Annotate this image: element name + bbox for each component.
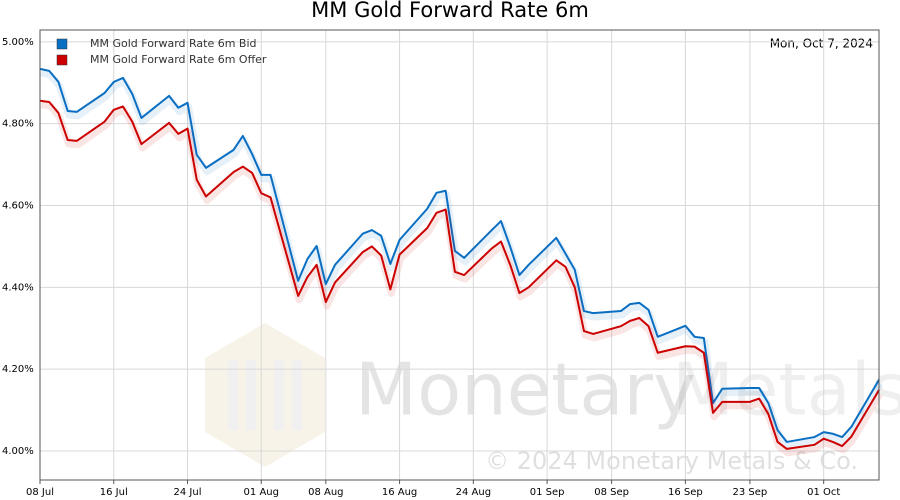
watermark-text: Monetary: [355, 348, 696, 432]
annotation: Mon, Oct 7, 2024: [770, 37, 873, 51]
y-tick-label: 4.40%: [2, 282, 34, 293]
x-tick-label: 01 Oct: [807, 487, 840, 498]
plot-frame: [39, 29, 880, 481]
x-tick-label: 16 Aug: [382, 487, 417, 498]
y-tick-label: 4.00%: [2, 446, 34, 457]
legend-label: MM Gold Forward Rate 6m Offer: [90, 53, 267, 66]
watermark-logo: [205, 323, 325, 467]
legend-swatch: [56, 38, 68, 50]
x-tick-label: 16 Sep: [668, 487, 703, 498]
x-tick-label: 01 Sep: [530, 487, 565, 498]
x-tick-label: 23 Sep: [733, 487, 768, 498]
legend-label: MM Gold Forward Rate 6m Bid: [90, 37, 257, 50]
x-tick-label: 16 Jul: [100, 487, 128, 498]
y-tick-label: 4.20%: [2, 364, 34, 375]
x-tick-label: 24 Jul: [174, 487, 202, 498]
x-tick-label: 08 Aug: [308, 487, 343, 498]
series-line: [39, 99, 880, 450]
y-tick-label: 4.80%: [2, 119, 34, 130]
x-tick-label: 08 Jul: [26, 487, 54, 498]
legend-swatch: [56, 54, 68, 66]
y-tick-label: 5.00%: [2, 37, 34, 48]
x-tick-label: 24 Aug: [456, 487, 491, 498]
x-tick-label: 01 Aug: [244, 487, 279, 498]
series-line: [39, 67, 880, 443]
x-tick-label: 08 Sep: [594, 487, 629, 498]
chart-title: MM Gold Forward Rate 6m: [311, 0, 589, 22]
y-tick-label: 4.60%: [2, 201, 34, 212]
